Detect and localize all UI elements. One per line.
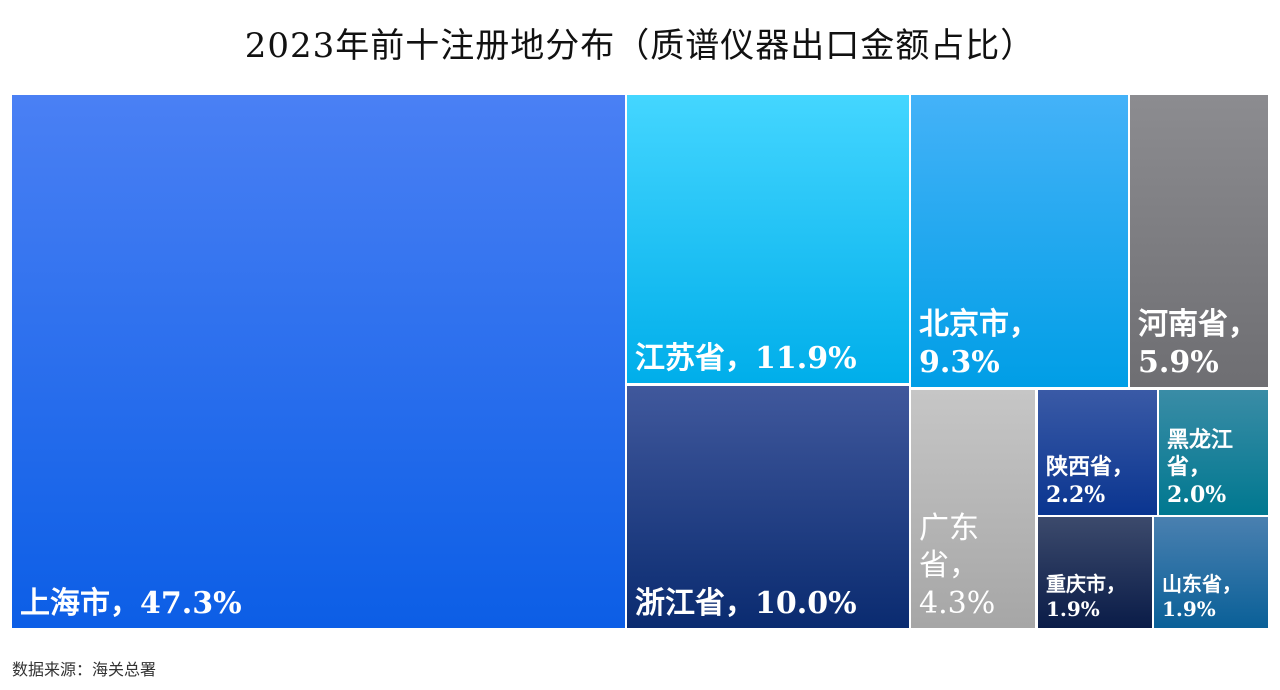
tile-value: 1.9%: [1046, 597, 1100, 621]
tile-name: 浙江省，: [635, 585, 755, 621]
tile-label: 陕西省， 2.2%: [1046, 454, 1149, 509]
tile-label: 山东省， 1.9%: [1162, 572, 1260, 622]
tile-label: 黑龙江省， 2.0%: [1167, 427, 1260, 510]
tile-value: 47.3%: [140, 585, 242, 621]
treemap-tile: 陕西省， 2.2%: [1038, 390, 1157, 515]
treemap-tile: 河南省， 5.9%: [1130, 95, 1268, 387]
tile-name: 北京市，: [919, 307, 1039, 342]
tile-name: 河南省，: [1138, 307, 1258, 342]
tile-label: 广东省， 4.3%: [919, 510, 1027, 623]
treemap-tile: 上海市，47.3%: [12, 95, 625, 628]
chart-title: 2023年前十注册地分布（质谱仪器出口金额占比）: [244, 26, 1036, 66]
tile-label: 浙江省，10.0%: [635, 585, 901, 623]
tile-value: 5.9%: [1138, 344, 1219, 380]
treemap-tile: 北京市， 9.3%: [911, 95, 1128, 387]
tile-name: 江苏省，: [635, 340, 755, 376]
treemap-tile: 广东省， 4.3%: [911, 390, 1035, 628]
tile-value: 11.9%: [755, 340, 857, 376]
treemap-tile: 江苏省，11.9%: [627, 95, 909, 383]
tile-label: 江苏省，11.9%: [635, 340, 901, 378]
tile-value: 4.3%: [919, 585, 996, 621]
tile-label: 上海市，47.3%: [20, 585, 617, 623]
treemap-tile: 浙江省，10.0%: [627, 386, 909, 628]
source-note: 数据来源：海关总署: [12, 660, 157, 679]
tile-label: 重庆市， 1.9%: [1046, 572, 1144, 622]
treemap-tile: 山东省， 1.9%: [1154, 517, 1268, 628]
tile-name: 陕西省，: [1046, 454, 1135, 480]
tile-label: 北京市， 9.3%: [919, 306, 1120, 381]
tile-value: 1.9%: [1162, 597, 1216, 621]
tile-value: 2.2%: [1046, 481, 1106, 508]
treemap-tile: 重庆市， 1.9%: [1038, 517, 1152, 628]
tile-value: 9.3%: [919, 344, 1000, 380]
tile-name: 广东省，: [919, 510, 979, 584]
tile-value: 2.0%: [1167, 481, 1227, 508]
tile-name: 上海市，: [20, 585, 140, 621]
tile-value: 10.0%: [755, 585, 857, 621]
tile-label: 河南省， 5.9%: [1138, 306, 1260, 381]
tile-name: 黑龙江省，: [1167, 426, 1234, 481]
tile-name: 山东省，: [1162, 572, 1242, 596]
tile-name: 重庆市，: [1046, 572, 1126, 596]
treemap-tile: 黑龙江省， 2.0%: [1159, 390, 1268, 515]
